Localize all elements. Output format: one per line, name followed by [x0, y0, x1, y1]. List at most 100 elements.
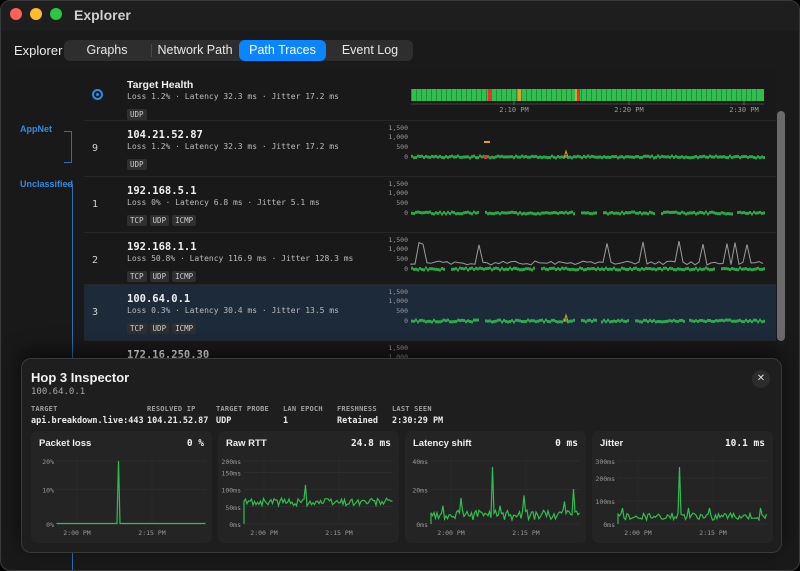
metric-card[interactable]: 20% 10% 0% 2:00 PM 2:15 PM Packet loss 0 %: [31, 431, 212, 543]
trace-sample: [591, 154, 593, 158]
trace-sample: [613, 319, 615, 323]
trace-sample: [453, 320, 455, 324]
trace-sample: [523, 155, 525, 159]
trace-sample: [515, 318, 517, 322]
trace-sample: [655, 155, 657, 159]
trace-sample: [589, 155, 591, 159]
metric-card[interactable]: 300ms 200ms 100ms 0ms 2:00 PM 2:15 PM Jitter 10…: [592, 431, 773, 543]
trace-sample: [627, 268, 629, 272]
trace-sample: [677, 211, 679, 215]
trace-sample: [471, 320, 473, 324]
trace-sample: [443, 210, 445, 214]
protocol-tags: TCP UDP ICMP: [127, 266, 199, 284]
trace-sample: [665, 210, 667, 214]
title-bar: Explorer: [1, 1, 799, 31]
trace-sample: [441, 267, 443, 271]
minimize-window-button[interactable]: [30, 8, 42, 20]
close-window-button[interactable]: [10, 8, 22, 20]
protocol-tag: UDP: [127, 109, 147, 120]
health-bar-stripe: [711, 89, 712, 101]
metric-card[interactable]: 200ms 150ms 100ms 50ms 0ms 2:00 PM 2:15 PM Raw …: [218, 431, 399, 543]
field-value: Retained: [337, 416, 378, 426]
health-bar-stripe: [756, 89, 757, 101]
trace-row[interactable]: 9 104.21.52.87 Loss 1.2% · Latency 32.3 ms…: [84, 121, 776, 177]
list-scrollbar[interactable]: [777, 71, 787, 570]
trace-sample: [745, 155, 747, 159]
tab-graphs[interactable]: Graphs: [86, 43, 128, 57]
health-event-mark: [577, 89, 580, 101]
inspector-title: Hop 3 Inspector: [31, 370, 130, 385]
trace-row[interactable]: 1 192.168.5.1 Loss 0% · Latency 6.8 ms · J…: [84, 177, 776, 233]
trace-sample: [635, 266, 637, 270]
trace-sample: [461, 267, 463, 271]
health-bar-stripe: [561, 89, 562, 101]
trace-sample: [537, 156, 539, 160]
trace-sample: [467, 319, 469, 323]
trace-sample: [727, 212, 729, 216]
trace-row[interactable]: 2 192.168.1.1 Loss 50.8% · Latency 116.9 m…: [84, 233, 776, 285]
metric-chart: 20% 10% 0% 2:00 PM 2:15 PM: [42, 455, 206, 537]
trace-sample: [631, 268, 633, 272]
trace-sample: [547, 268, 549, 272]
trace-sample: [561, 155, 563, 159]
hop-number: 1: [92, 199, 99, 210]
trace-sample: [583, 319, 585, 323]
tab-event-log[interactable]: Event Log: [341, 43, 399, 57]
trace-sample: [419, 211, 421, 215]
trace-sample: [721, 267, 723, 271]
trace-sample: [705, 155, 707, 159]
trace-sample: [541, 267, 543, 271]
trace-sample: [703, 154, 705, 158]
x-tick-label: 2:00 PM: [624, 529, 651, 537]
protocol-tag: ICMP: [172, 215, 197, 226]
trace-sample: [455, 212, 457, 216]
trace-sample: [689, 211, 691, 215]
trace-sample: [563, 318, 565, 322]
trace-sample: [721, 211, 723, 215]
hop-number: 9: [92, 143, 99, 154]
health-bar-stripe: [636, 89, 637, 101]
trace-chart[interactable]: 2:10 PM 2:20 PM 2:30 PM: [384, 71, 774, 126]
trace-sample: [431, 154, 433, 158]
trace-sample: [525, 267, 527, 271]
y-tick-label: 300ms: [595, 458, 615, 466]
trace-sample: [475, 156, 477, 160]
scrollbar-thumb[interactable]: [777, 111, 785, 341]
trace-sample: [557, 155, 559, 159]
tab-path-traces[interactable]: Path Traces: [239, 40, 326, 61]
y-tick-label: 1,500: [388, 124, 408, 132]
health-event-mark: [488, 89, 491, 101]
group-label-unclassified[interactable]: Unclassified: [20, 179, 74, 189]
health-bar-stripe: [516, 89, 517, 101]
trace-sample: [673, 155, 675, 159]
health-bar-stripe: [696, 89, 697, 101]
trace-sample: [503, 155, 505, 159]
group-label-appnet[interactable]: AppNet: [20, 124, 52, 134]
trace-row[interactable]: 3 100.64.0.1 Loss 0.3% · Latency 30.4 ms ·…: [84, 285, 776, 341]
trace-sample: [445, 212, 447, 216]
trace-sample: [641, 212, 643, 216]
trace-sample: [555, 156, 557, 160]
trace-sample: [731, 319, 733, 323]
metric-card[interactable]: 40ms 20ms 0ms 2:00 PM 2:15 PM Latency shift 0 …: [405, 431, 586, 543]
close-icon[interactable]: ✕: [752, 370, 770, 388]
metric-series-line: [617, 466, 768, 524]
health-bar-stripe: [521, 89, 522, 101]
y-tick-label: 0: [404, 265, 408, 273]
trace-sample: [515, 211, 517, 215]
trace-sample: [627, 155, 629, 159]
trace-sample: [453, 211, 455, 215]
trace-sample: [697, 211, 699, 215]
protocol-tag: UDP: [149, 215, 170, 226]
health-bar-stripe: [596, 89, 597, 101]
zoom-window-button[interactable]: [50, 8, 62, 20]
trace-sample: [471, 155, 473, 159]
trace-sample: [483, 267, 485, 271]
trace-sample: [509, 266, 511, 270]
trace-row[interactable]: Target Health Loss 1.2% · Latency 32.3 ms…: [84, 71, 776, 121]
tab-network-path[interactable]: Network Path: [157, 43, 233, 57]
